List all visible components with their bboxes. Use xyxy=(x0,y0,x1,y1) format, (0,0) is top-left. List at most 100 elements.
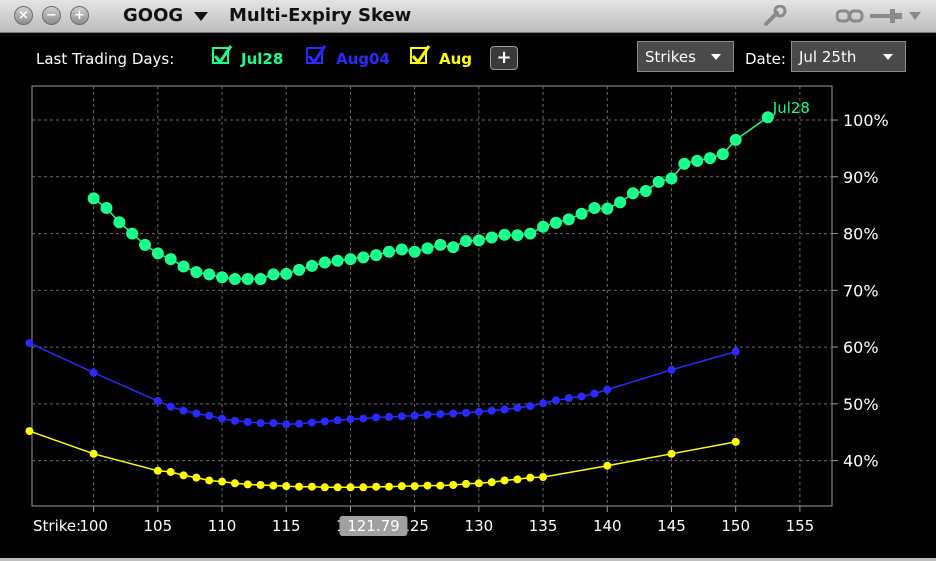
data-point-jul28 xyxy=(318,256,331,269)
data-point-jul28 xyxy=(280,267,293,280)
data-point-aug04 xyxy=(397,412,406,421)
minimize-icon[interactable]: − xyxy=(42,6,61,25)
title-bar: × − + GOOG Multi-Expiry Skew xyxy=(0,0,936,33)
aug04-checkbox[interactable] xyxy=(306,45,327,65)
data-point-aug04 xyxy=(295,419,304,428)
data-point-aug xyxy=(218,477,227,486)
chevron-down-icon xyxy=(883,54,893,60)
symbol-dropdown-icon[interactable] xyxy=(194,12,208,21)
data-point-aug04 xyxy=(256,419,265,428)
data-point-aug xyxy=(500,476,509,485)
data-point-aug xyxy=(89,449,98,458)
x-tick-label: 150 xyxy=(721,517,750,535)
aug-checkbox[interactable] xyxy=(410,45,431,65)
data-point-aug04 xyxy=(603,385,612,394)
y-tick-label: 70% xyxy=(843,281,879,300)
y-tick-label: 50% xyxy=(843,395,879,414)
data-point-aug04 xyxy=(410,411,419,420)
data-point-aug xyxy=(205,476,214,485)
data-point-jul28 xyxy=(639,185,652,197)
data-point-jul28 xyxy=(704,152,717,165)
data-point-aug xyxy=(474,479,483,488)
window-title: Multi-Expiry Skew xyxy=(229,5,412,26)
data-point-aug04 xyxy=(205,411,214,420)
x-tick-label: 130 xyxy=(465,517,494,535)
data-point-jul28 xyxy=(254,272,267,285)
data-point-aug04 xyxy=(577,392,586,401)
x-tick-label: 135 xyxy=(529,517,558,535)
data-point-aug xyxy=(320,483,329,492)
symbol-label[interactable]: GOOG xyxy=(123,5,184,26)
data-point-jul28 xyxy=(434,238,447,251)
data-point-jul28 xyxy=(472,234,485,247)
data-point-aug04 xyxy=(513,403,522,412)
data-point-jul28 xyxy=(421,242,434,255)
data-point-jul28 xyxy=(761,111,774,124)
wrench-icon[interactable] xyxy=(762,5,788,27)
check-icon xyxy=(411,45,431,65)
data-point-jul28 xyxy=(190,266,203,279)
data-point-jul28 xyxy=(382,245,395,258)
data-point-jul28 xyxy=(344,253,357,266)
date-dropdown[interactable]: Jul 25th xyxy=(791,41,906,72)
jul28-label[interactable]: Jul28 xyxy=(241,50,284,68)
series-end-label: Jul28 xyxy=(772,99,810,117)
data-point-aug04 xyxy=(230,416,239,425)
data-point-aug04 xyxy=(166,402,175,411)
check-icon xyxy=(307,45,327,65)
data-point-aug04 xyxy=(384,412,393,421)
data-point-aug04 xyxy=(269,419,278,428)
data-point-jul28 xyxy=(716,148,729,161)
y-tick-label: 80% xyxy=(843,225,879,244)
data-point-aug04 xyxy=(526,402,535,411)
data-point-aug04 xyxy=(564,394,573,403)
y-tick-label: 100% xyxy=(843,111,889,130)
data-point-aug xyxy=(307,482,316,491)
data-point-jul28 xyxy=(395,243,408,256)
data-point-aug xyxy=(372,482,381,491)
data-point-jul28 xyxy=(126,227,139,240)
link-icon[interactable] xyxy=(836,8,864,24)
data-point-aug xyxy=(410,482,419,491)
axis-mode-dropdown[interactable]: Strikes xyxy=(637,41,734,72)
data-point-aug04 xyxy=(487,406,496,415)
x-tick-label: 105 xyxy=(144,517,173,535)
data-point-aug xyxy=(282,482,291,491)
close-icon[interactable]: × xyxy=(14,6,33,25)
pin-icon[interactable] xyxy=(868,8,904,24)
data-point-aug xyxy=(526,473,535,482)
data-point-jul28 xyxy=(524,227,537,240)
series-line-jul28 xyxy=(93,116,769,280)
data-point-aug xyxy=(436,481,445,490)
add-expiry-button[interactable]: + xyxy=(490,46,518,70)
data-point-jul28 xyxy=(614,196,627,209)
data-point-aug04 xyxy=(179,406,188,415)
jul28-checkbox[interactable] xyxy=(212,45,233,65)
data-point-jul28 xyxy=(370,249,383,262)
data-point-aug xyxy=(359,483,368,492)
data-point-aug04 xyxy=(551,396,560,405)
chevron-down-icon[interactable] xyxy=(908,11,922,21)
axis-mode-value: Strikes xyxy=(645,48,696,66)
data-point-jul28 xyxy=(537,220,550,233)
zoom-icon[interactable]: + xyxy=(70,6,89,25)
window-bottom-border xyxy=(0,558,936,561)
aug-label[interactable]: Aug xyxy=(439,50,473,68)
data-point-aug xyxy=(25,427,34,436)
data-point-aug04 xyxy=(218,414,227,423)
data-point-aug xyxy=(539,473,548,482)
data-point-aug04 xyxy=(192,409,201,418)
data-point-aug xyxy=(166,467,175,476)
data-point-jul28 xyxy=(729,133,742,146)
data-point-jul28 xyxy=(151,247,164,260)
data-point-aug04 xyxy=(282,420,291,429)
data-point-aug04 xyxy=(320,417,329,426)
y-tick-label: 90% xyxy=(843,168,879,187)
data-point-aug xyxy=(153,466,162,475)
data-point-aug04 xyxy=(667,365,676,374)
aug04-label[interactable]: Aug04 xyxy=(336,50,390,68)
data-point-jul28 xyxy=(588,202,601,215)
data-point-jul28 xyxy=(575,207,588,220)
